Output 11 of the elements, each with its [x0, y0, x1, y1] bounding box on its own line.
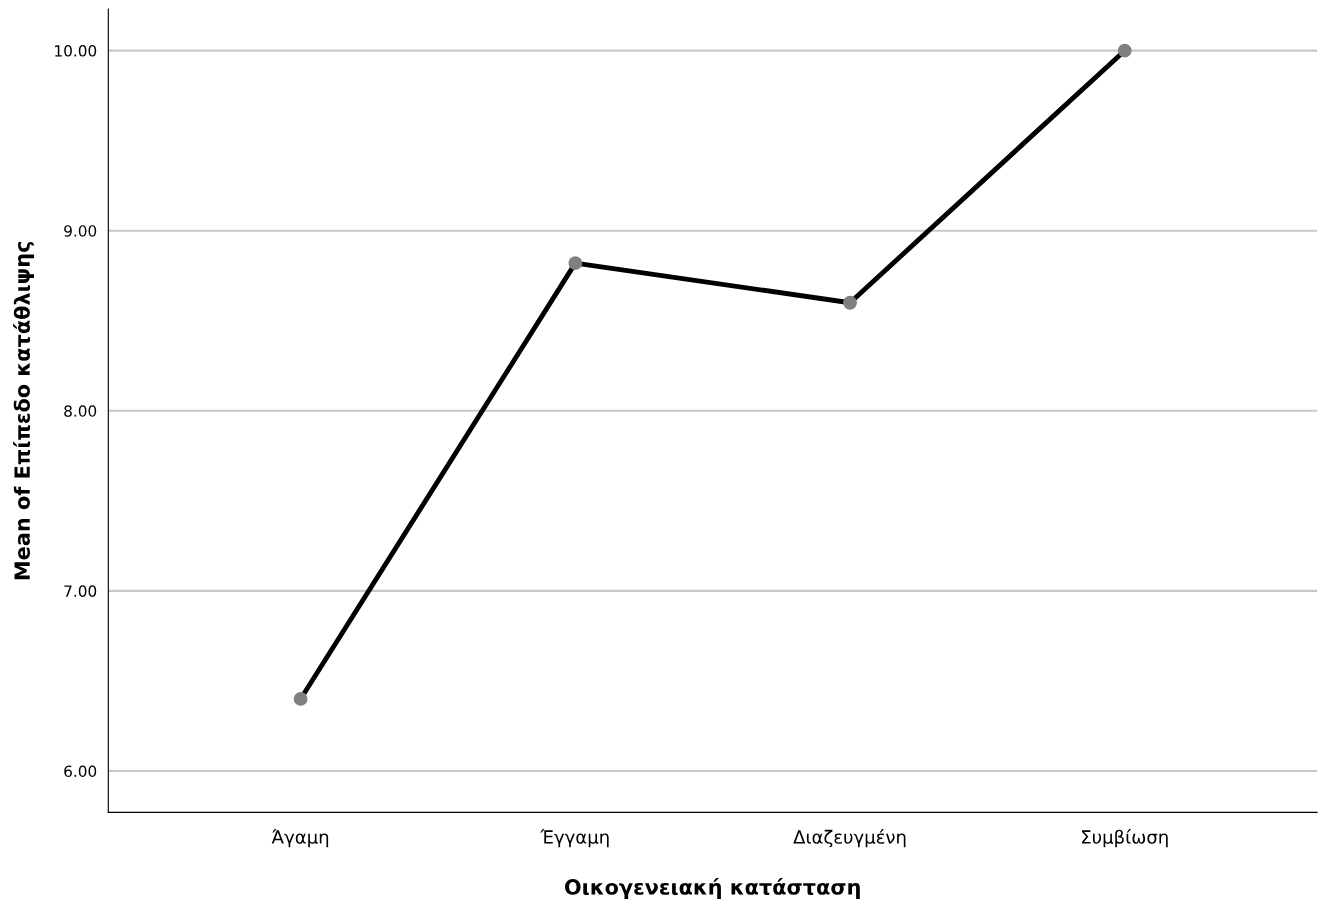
y-tick-label: 6.00: [64, 765, 97, 778]
y-tick-label: 8.00: [64, 405, 97, 417]
y-tick-label: 9.00: [64, 225, 97, 237]
y-tick-label: 10.00: [55, 45, 97, 57]
x-axis-title: Οικογενειακή κατάσταση: [565, 877, 860, 899]
x-tick-label: Έγγαμη: [540, 829, 609, 848]
x-tick-label: Διαζευγμένη: [793, 829, 906, 848]
x-tick-label: Συμβίωση: [1082, 829, 1168, 848]
y-tick-label: 7.00: [64, 585, 97, 597]
y-axis-title: Mean of Επίπεδο κατάθλιψης: [13, 241, 35, 580]
x-tick-label: Άγαμη: [271, 829, 329, 848]
